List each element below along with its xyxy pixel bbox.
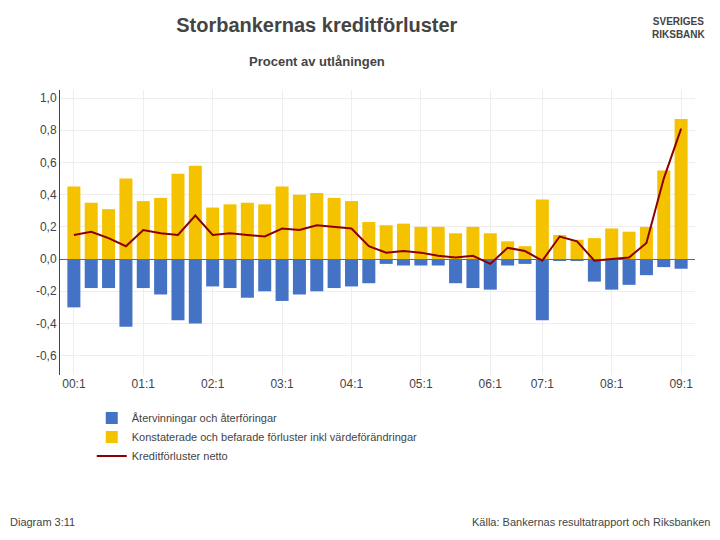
svg-text:Kreditförluster netto: Kreditförluster netto	[132, 450, 228, 462]
svg-text:0,0: 0,0	[40, 252, 57, 266]
svg-text:06:1: 06:1	[479, 377, 503, 391]
svg-text:0,8: 0,8	[40, 123, 57, 137]
svg-text:0,4: 0,4	[40, 188, 57, 202]
svg-text:Procent av utlåningen: Procent av utlåningen	[249, 54, 385, 69]
svg-text:05:1: 05:1	[409, 377, 433, 391]
svg-text:Konstaterade och befarade förl: Konstaterade och befarade förluster inkl…	[132, 431, 417, 443]
svg-text:00:1: 00:1	[62, 377, 86, 391]
svg-text:-0,2: -0,2	[36, 284, 57, 298]
svg-text:Storbankernas kreditförluster: Storbankernas kreditförluster	[176, 14, 457, 36]
svg-text:01:1: 01:1	[132, 377, 156, 391]
svg-text:0,2: 0,2	[40, 220, 57, 234]
svg-text:Källa: Bankernas resultatrappo: Källa: Bankernas resultatrapport och Rik…	[472, 516, 710, 528]
svg-text:04:1: 04:1	[340, 377, 364, 391]
svg-text:03:1: 03:1	[270, 377, 294, 391]
svg-text:SVERIGESRIKSBANK: SVERIGESRIKSBANK	[652, 16, 706, 40]
svg-text:07:1: 07:1	[531, 377, 555, 391]
svg-text:Diagram 3:11: Diagram 3:11	[10, 516, 75, 528]
svg-text:-0,4: -0,4	[36, 317, 57, 331]
svg-text:1,0: 1,0	[40, 91, 57, 105]
svg-text:0,6: 0,6	[40, 156, 57, 170]
svg-text:02:1: 02:1	[201, 377, 225, 391]
svg-text:08:1: 08:1	[600, 377, 624, 391]
svg-text:Återvinningar och återföringar: Återvinningar och återföringar	[132, 412, 277, 424]
svg-text:-0,6: -0,6	[36, 349, 57, 363]
svg-text:09:1: 09:1	[669, 377, 693, 391]
